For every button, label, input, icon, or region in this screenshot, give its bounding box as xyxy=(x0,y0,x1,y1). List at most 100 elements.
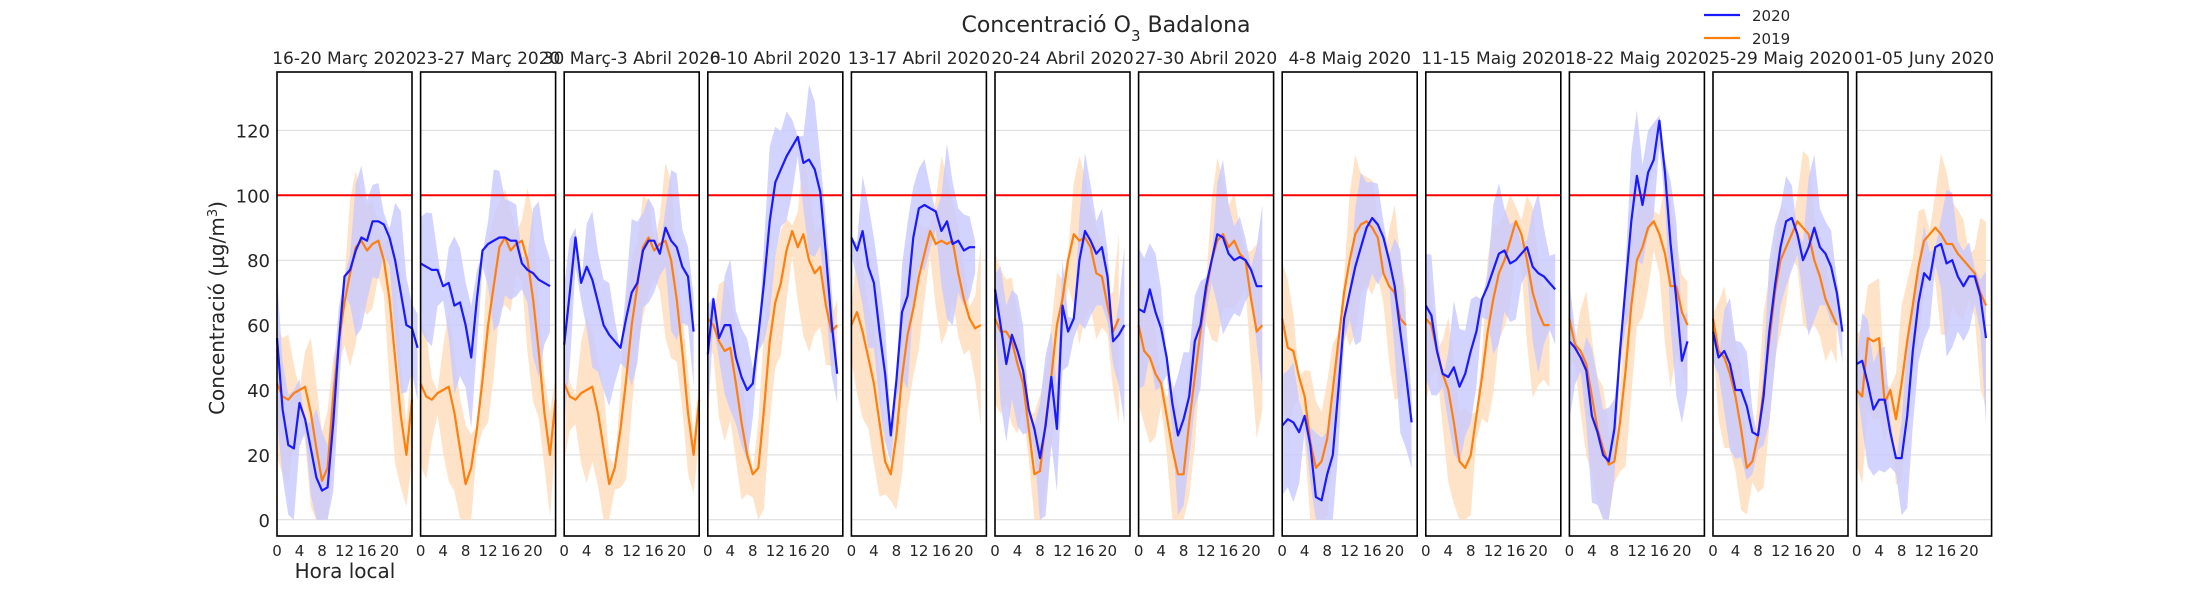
legend-label-2019: 2019 xyxy=(1752,30,1790,48)
x-tick-label: 20 xyxy=(524,542,543,560)
band-2020 xyxy=(707,84,838,461)
x-tick-label: 12 xyxy=(1053,542,1072,560)
panel-frame xyxy=(276,71,413,537)
x-tick-label: 4 xyxy=(1013,542,1023,560)
y-tick-label: 120 xyxy=(236,121,270,142)
panel-title: 16-20 Març 2020 xyxy=(272,49,417,69)
band-2020 xyxy=(420,169,550,429)
line-2020 xyxy=(1711,216,1844,437)
x-tick-label: 0 xyxy=(990,542,1000,560)
panel-frame xyxy=(1425,71,1562,537)
x-tick-label: 8 xyxy=(1466,542,1476,560)
x-tick-label: 16 xyxy=(1219,542,1238,560)
x-tick-label: 0 xyxy=(1421,542,1431,560)
y-tick-label: 20 xyxy=(247,446,270,467)
y-tick-label: 60 xyxy=(247,316,270,337)
panel-title: 30 Març-3 Abril 2020 xyxy=(543,49,721,69)
line-2020 xyxy=(850,203,976,437)
band-2020 xyxy=(1282,172,1412,520)
line-2020 xyxy=(1856,242,1988,460)
panel-frame xyxy=(419,71,557,537)
x-tick-label: 0 xyxy=(1134,542,1144,560)
x-tick-label: 12 xyxy=(1771,542,1790,560)
x-tick-label: 8 xyxy=(1753,542,1763,560)
panel-frame xyxy=(1137,71,1275,537)
panel-frame xyxy=(994,71,1131,537)
x-tick-label: 8 xyxy=(461,542,471,560)
panel-title: 27-30 Abril 2020 xyxy=(1135,49,1277,69)
x-tick-label: 8 xyxy=(1035,542,1045,560)
x-tick-label: 4 xyxy=(438,542,448,560)
x-tick-label: 0 xyxy=(272,542,282,560)
x-tick-label: 12 xyxy=(622,542,641,560)
x-tick-label: 20 xyxy=(1672,542,1691,560)
x-axis-label: Hora local xyxy=(295,559,396,583)
x-tick-label: 20 xyxy=(1385,542,1404,560)
x-tick-label: 4 xyxy=(295,542,305,560)
panel: 27-30 Abril 2020 0 4 8 12 16 20 xyxy=(1134,49,1277,560)
y-axis-label: Concentració (µg/m3) xyxy=(205,201,229,415)
x-tick-label: 8 xyxy=(1322,542,1332,560)
panel-title: 20-24 Abril 2020 xyxy=(991,49,1133,69)
legend-label-2020: 2020 xyxy=(1752,7,1790,25)
x-tick-label: 4 xyxy=(1156,542,1166,560)
line-2020 xyxy=(993,229,1126,460)
x-tick-label: 4 xyxy=(582,542,592,560)
x-tick-label: 20 xyxy=(1098,542,1117,560)
x-tick-label: 4 xyxy=(869,542,879,560)
x-tick-label: 16 xyxy=(1075,542,1094,560)
panel-title: 01-05 Juny 2020 xyxy=(1854,49,1994,69)
x-tick-label: 12 xyxy=(909,542,928,560)
line-2020 xyxy=(1568,119,1689,463)
x-tick-label: 0 xyxy=(1852,542,1862,560)
y-tick-label: 40 xyxy=(247,381,270,402)
x-tick-label: 16 xyxy=(932,542,951,560)
x-tick-label: 16 xyxy=(357,542,376,560)
y-tick-label: 100 xyxy=(236,186,270,207)
panel-title: 11-15 Maig 2020 xyxy=(1421,49,1565,69)
panel: 13-17 Abril 2020 0 4 8 12 16 20 xyxy=(847,49,990,560)
panel-frame xyxy=(1568,71,1706,537)
x-tick-label: 12 xyxy=(766,542,785,560)
x-tick-label: 12 xyxy=(1197,542,1216,560)
band-2020 xyxy=(995,152,1125,520)
line-2020 xyxy=(1424,246,1557,388)
x-tick-label: 16 xyxy=(1793,542,1812,560)
band-2020 xyxy=(564,170,694,423)
panel: 16-20 Març 2020 0 4 8 12 16 20 xyxy=(272,49,419,560)
x-tick-label: 12 xyxy=(479,542,498,560)
line-2019 xyxy=(1424,220,1550,469)
x-tick-label: 4 xyxy=(1587,542,1597,560)
x-tick-label: 4 xyxy=(1731,542,1741,560)
line-2020 xyxy=(1138,233,1263,437)
x-tick-label: 16 xyxy=(788,542,807,560)
x-tick-label: 4 xyxy=(1874,542,1884,560)
panel: 6-10 Abril 2020 0 4 8 12 16 20 xyxy=(703,49,844,560)
x-tick-label: 8 xyxy=(604,542,614,560)
panel-title: 13-17 Abril 2020 xyxy=(848,49,990,69)
panel: 4-8 Maig 2020 0 4 8 12 16 20 xyxy=(1277,49,1418,560)
x-tick-label: 16 xyxy=(1506,542,1525,560)
line-2019 xyxy=(275,239,414,482)
line-2019 xyxy=(993,233,1120,476)
panel-frame xyxy=(706,71,844,537)
x-tick-label: 4 xyxy=(726,542,736,560)
x-tick-label: 20 xyxy=(1816,542,1835,560)
x-tick-label: 12 xyxy=(335,542,354,560)
x-tick-label: 12 xyxy=(1915,542,1934,560)
panel-frame xyxy=(1855,71,1993,537)
x-tick-label: 8 xyxy=(317,542,327,560)
panel-title: 23-27 Març 2020 xyxy=(416,49,561,69)
x-tick-label: 0 xyxy=(1277,542,1287,560)
line-2019 xyxy=(563,236,701,486)
x-tick-label: 16 xyxy=(1937,542,1956,560)
line-2020 xyxy=(1281,216,1413,502)
panel-title: 25-29 Maig 2020 xyxy=(1708,49,1852,69)
line-2019 xyxy=(1855,226,1988,421)
line-2019 xyxy=(1568,220,1689,466)
panel-frame xyxy=(850,71,988,537)
x-tick-label: 20 xyxy=(380,542,399,560)
y-axis: 0 20 40 60 80 100 120 xyxy=(236,121,270,531)
line-2019 xyxy=(1281,220,1407,469)
x-tick-label: 20 xyxy=(954,542,973,560)
